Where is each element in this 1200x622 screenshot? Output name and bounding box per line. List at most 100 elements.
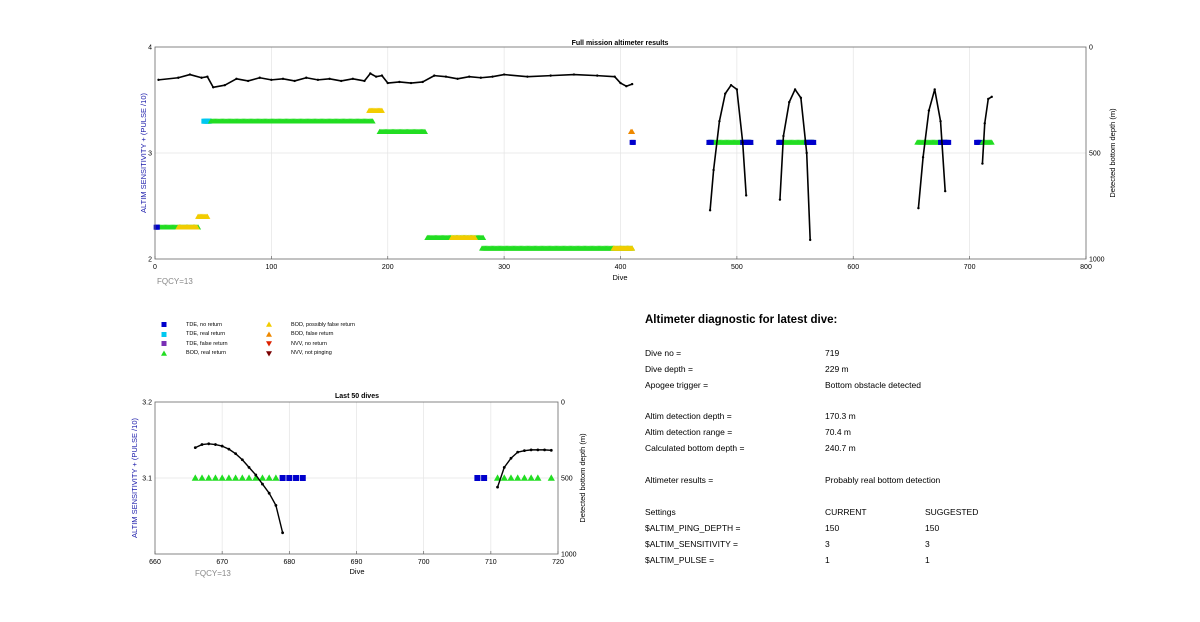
bottom-depth-point (380, 74, 384, 77)
legend-item-nvv-not: NVV, not pinging (263, 349, 332, 358)
x-tick-label: 300 (498, 264, 510, 271)
marker-bod-real (421, 128, 428, 135)
full-mission-chart: Full mission altimeter results 0 100 200 30… (139, 40, 1117, 286)
bottom-depth-point (523, 449, 526, 453)
bottom-depth-point (468, 75, 471, 78)
bottom-depth-point (254, 473, 258, 477)
diagnostic-value: 240.7 m (825, 443, 856, 453)
marker-tde-no (299, 475, 306, 481)
marker-bod-possibly (378, 107, 385, 113)
bottom-depth-point (917, 206, 920, 210)
marker-bod-real (520, 474, 529, 481)
bottom-depth-point (227, 447, 231, 451)
legend-item-bod-false: BOD, false return (263, 330, 334, 339)
diagnostic-value: Bottom obstacle detected (825, 380, 921, 390)
marker-bod-possibly (629, 245, 636, 251)
legend-marker-bod-real (161, 350, 167, 356)
bottom-chart-title: Last 50 dives (335, 393, 379, 400)
bottom-depth-point (799, 96, 803, 100)
settings-header-current: CURRENT (825, 507, 867, 517)
bottom-depth-point (274, 503, 278, 507)
marker-bod-real (369, 118, 376, 124)
marker-bod-real (232, 474, 240, 481)
bottom-depth-point (526, 75, 529, 78)
bottom-depth-point (625, 85, 628, 88)
x-tick-label: 100 (266, 264, 278, 271)
legend-item-tde-false: TDE, false return (158, 339, 228, 348)
bottom-depth-point (549, 448, 553, 452)
bottom-depth-point (735, 88, 739, 91)
bottom-depth-point (207, 442, 211, 446)
marker-bod-possibly (472, 234, 479, 241)
bottom-depth-point (496, 485, 499, 489)
legend-symbol-icon (161, 341, 167, 346)
x-tick-label: 710 (485, 559, 497, 566)
marker-tde-no (481, 475, 488, 481)
top-chart-xlabel: Dive (612, 273, 627, 282)
x-tick-label: 680 (283, 559, 295, 566)
bottom-depth-point (200, 443, 204, 446)
top-chart-marks (153, 72, 995, 251)
top-chart-ticks: 0 100 200 300 400 500 600 700 800 2 3 4 0 500 1000 (148, 45, 1105, 272)
bottom-depth-point (572, 73, 576, 76)
bottom-depth-point (247, 465, 251, 469)
marker-tde-no (946, 139, 952, 145)
legend-symbol-icon (266, 341, 272, 347)
bottom-depth-point (177, 76, 180, 79)
marker-tde-no (748, 139, 754, 145)
legend-marker-tde-real (161, 331, 167, 337)
y2-tick-label: 1000 (1089, 257, 1105, 264)
bottom-depth-line (709, 84, 747, 211)
diagnostic-title: Altimeter diagnostic for latest dive: (645, 314, 838, 326)
legend-marker-tde-false (161, 341, 167, 346)
marker-bod-real (238, 474, 246, 481)
bottom-depth-point (729, 83, 733, 87)
y2-tick-label: 500 (561, 476, 573, 483)
bottom-depth-point (206, 75, 209, 78)
legend-item-bod-real: BOD, real return (158, 349, 226, 358)
marker-bod-real (252, 474, 260, 481)
marker-tde-no (279, 475, 286, 481)
setting-current-value: 3 (825, 539, 830, 549)
legend-label: BOD, false return (291, 331, 334, 337)
y-tick-label: 3 (148, 151, 152, 158)
bottom-depth-point (718, 120, 721, 123)
bottom-depth-point (529, 448, 533, 452)
diagnostic-label: Calculated bottom depth = (645, 443, 745, 453)
bottom-chart-ylabel-right: Detected bottom depth (m) (578, 433, 587, 523)
setting-label: $ALTIM_PING_DEPTH = (645, 523, 741, 533)
bottom-depth-point (502, 73, 506, 76)
x-tick-label: 400 (615, 264, 627, 271)
legend-marker-bod-possibly (266, 321, 272, 327)
bottom-depth-point (293, 79, 296, 83)
bottom-depth-point (270, 78, 273, 82)
legend-symbol-icon (161, 350, 167, 356)
marker-tde-no (293, 475, 300, 481)
bottom-depth-point (214, 443, 217, 446)
x-tick-label: 500 (731, 264, 743, 271)
x-tick-label: 200 (382, 264, 394, 271)
diagnostic-label: Apogee trigger = (645, 380, 709, 390)
diagnostic-label: Altim detection range = (645, 427, 733, 437)
marker-bod-false (629, 128, 636, 135)
settings-header-suggested: SUGGESTED (925, 507, 979, 517)
bottom-depth-point (234, 452, 238, 456)
bottom-depth-point (267, 491, 271, 495)
bottom-depth-point (409, 81, 413, 85)
y-tick-label: 2 (148, 257, 152, 264)
bottom-depth-point (211, 86, 215, 89)
bottom-depth-point (933, 88, 936, 91)
bottom-depth-point (724, 92, 727, 95)
marker-bod-real (507, 474, 515, 481)
legend-label: TDE, false return (186, 340, 228, 347)
bottom-depth-point (778, 198, 782, 201)
marker-tde-no (811, 139, 817, 145)
y2-tick-label: 1000 (561, 552, 577, 559)
legend-label: BOD, real return (186, 350, 227, 356)
marker-bod-real (514, 474, 522, 481)
x-tick-label: 600 (847, 264, 859, 271)
settings-header-label: Settings (645, 507, 676, 517)
setting-suggested-value: 1 (925, 555, 930, 565)
bottom-depth-point (398, 80, 401, 84)
bottom-depth-point (509, 456, 513, 460)
